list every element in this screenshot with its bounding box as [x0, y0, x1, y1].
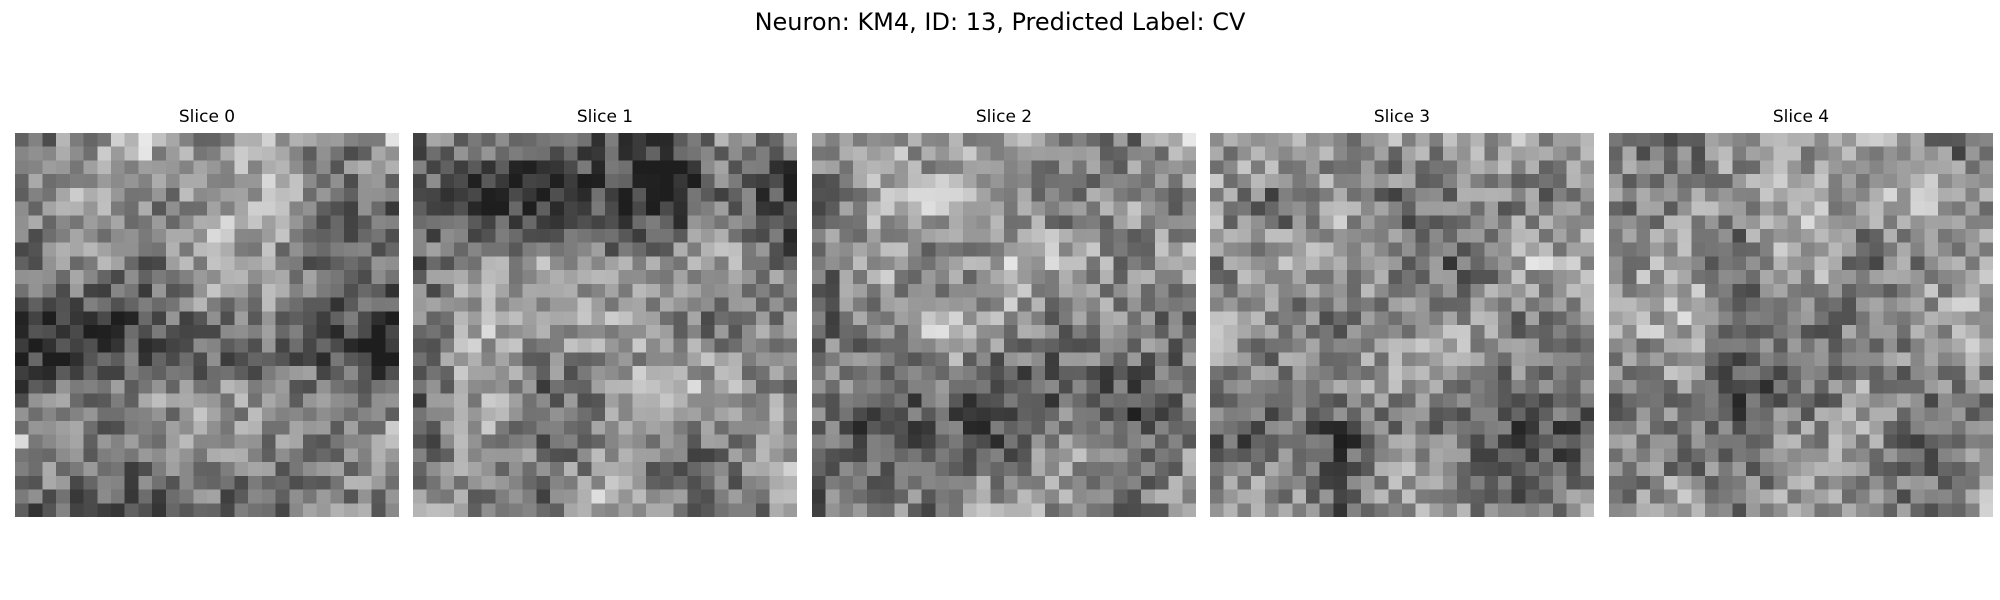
slice-image — [812, 133, 1196, 517]
slice-title: Slice 2 — [975, 107, 1033, 127]
slice-image — [1609, 133, 1993, 517]
slice-image — [413, 133, 797, 517]
slice-title: Slice 1 — [576, 107, 634, 127]
slice-image — [1210, 133, 1594, 517]
slice-title: Slice 0 — [178, 107, 236, 127]
slice-title: Slice 3 — [1373, 107, 1431, 127]
figure-title: Neuron: KM4, ID: 13, Predicted Label: CV — [754, 8, 1246, 36]
slice-image — [15, 133, 399, 517]
slice-title: Slice 4 — [1772, 107, 1830, 127]
